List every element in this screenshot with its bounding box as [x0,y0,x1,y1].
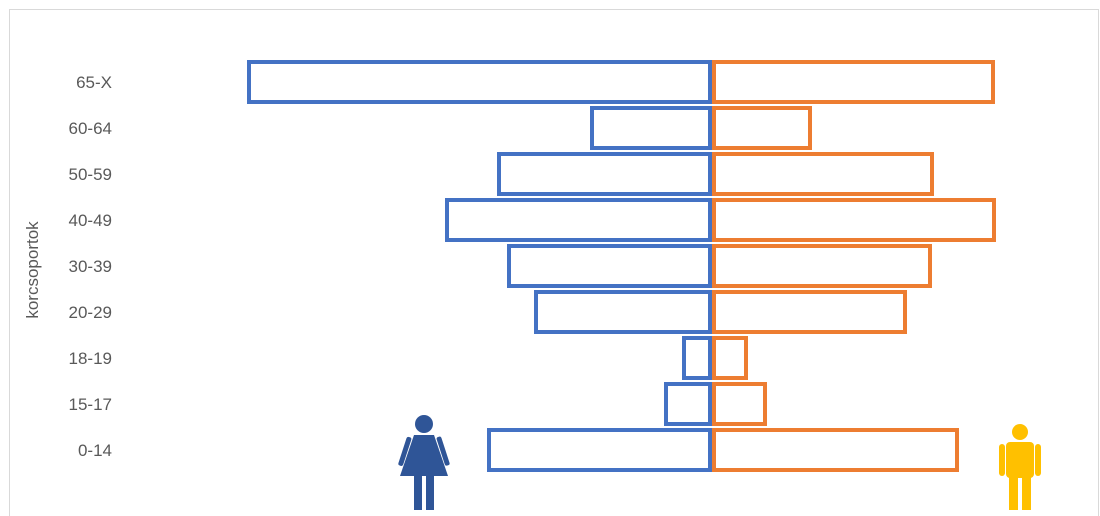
y-tick-label: 65-X [76,73,112,92]
left-bar-18-19 [682,336,712,380]
y-axis-tick-labels: 65-X 60-64 50-59 40-49 30-39 20-29 18-19 15-17 0… [69,73,112,460]
y-axis-title: korcsoportok [23,221,42,319]
y-tick-label: 20-29 [69,303,112,322]
left-bar-15-17 [664,382,712,426]
left-bar-30-39 [507,244,712,288]
left-bar-40-49 [445,198,712,242]
y-tick-label: 18-19 [69,349,112,368]
right-bar-40-49 [712,198,996,242]
left-bar-65-X [247,60,712,104]
y-tick-label: 50-59 [69,165,112,184]
y-tick-label: 40-49 [69,211,112,230]
y-tick-label: 60-64 [69,119,112,138]
right-bar-50-59 [712,152,934,196]
y-tick-label: 0-14 [78,441,112,460]
female-person-icon [398,415,450,510]
right-bar-30-39 [712,244,932,288]
right-bar-0-14 [712,428,959,472]
right-series-bars [712,60,996,472]
right-bar-60-64 [712,106,812,150]
male-person-icon [999,424,1041,510]
y-tick-label: 30-39 [69,257,112,276]
chart-frame [9,9,1099,516]
left-bar-0-14 [487,428,712,472]
y-tick-label: 15-17 [69,395,112,414]
right-bar-18-19 [712,336,748,380]
right-bar-15-17 [712,382,767,426]
right-bar-20-29 [712,290,907,334]
left-bar-50-59 [497,152,712,196]
left-series-bars [247,60,712,472]
right-bar-65-X [712,60,995,104]
left-bar-20-29 [534,290,712,334]
left-bar-60-64 [590,106,712,150]
